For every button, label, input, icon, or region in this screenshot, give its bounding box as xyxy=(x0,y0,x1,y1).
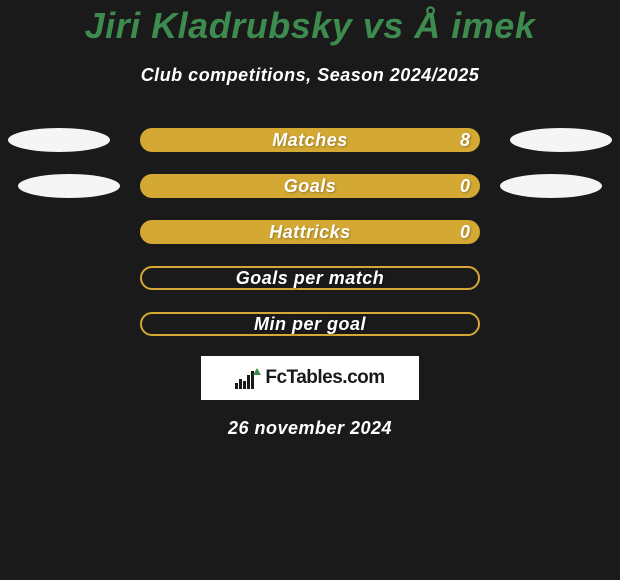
stat-label: Hattricks xyxy=(269,222,351,243)
footer-wrap: FcTables.com 26 november 2024 xyxy=(0,336,620,439)
stat-value-right: 0 xyxy=(460,222,470,243)
stats-container: Matches 8 Goals 0 Hattricks 0 Goals per … xyxy=(0,128,620,336)
stat-bar-goals-per-match: Goals per match xyxy=(140,266,480,290)
comparison-title: Jiri Kladrubsky vs Å imek xyxy=(0,5,620,47)
stat-row: Goals 0 xyxy=(0,174,620,198)
stat-label: Min per goal xyxy=(254,314,366,335)
stat-row: Goals per match xyxy=(0,266,620,290)
stat-row: Hattricks 0 xyxy=(0,220,620,244)
stat-bar-goals: Goals 0 xyxy=(140,174,480,198)
comparison-subtitle: Club competitions, Season 2024/2025 xyxy=(0,65,620,86)
stat-label: Matches xyxy=(272,130,348,151)
stat-value-right: 8 xyxy=(460,130,470,151)
stat-bar-min-per-goal: Min per goal xyxy=(140,312,480,336)
stat-row: Matches 8 xyxy=(0,128,620,152)
logo-chart-icon xyxy=(235,368,261,389)
player-marker-right xyxy=(510,128,612,152)
stat-bar-matches: Matches 8 xyxy=(140,128,480,152)
stat-bar-hattricks: Hattricks 0 xyxy=(140,220,480,244)
player-marker-left xyxy=(18,174,120,198)
stat-value-right: 0 xyxy=(460,176,470,197)
date-label: 26 november 2024 xyxy=(228,418,392,439)
logo-text: FcTables.com xyxy=(265,367,384,389)
stat-label: Goals per match xyxy=(236,268,385,289)
stat-row: Min per goal xyxy=(0,312,620,336)
stat-label: Goals xyxy=(284,176,337,197)
player-marker-right xyxy=(500,174,602,198)
player-marker-left xyxy=(8,128,110,152)
fctables-logo[interactable]: FcTables.com xyxy=(201,356,419,400)
